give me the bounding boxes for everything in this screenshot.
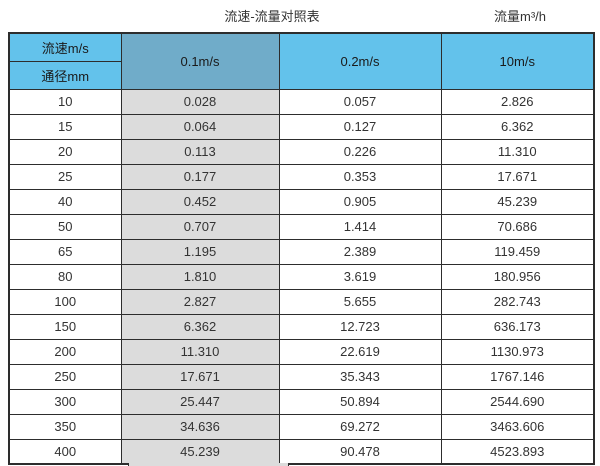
flow-value-cell: 282.743	[440, 288, 595, 315]
table-row: 65 1.195 2.389 119.459	[8, 238, 595, 265]
flow-value-cell: 17.671	[440, 163, 595, 190]
table-row: 15 0.064 0.127 6.362	[8, 113, 595, 140]
table-row: 400 45.239 90.478 4523.893	[8, 438, 595, 465]
diameter-cell: 40	[8, 188, 122, 215]
flow-value-cell: 4523.893	[440, 438, 595, 465]
table-row: 10 0.028 0.057 2.826	[8, 88, 595, 115]
flow-value-cell: 1.414	[278, 213, 442, 240]
flow-value-cell: 0.353	[278, 163, 442, 190]
flow-value-cell: 35.343	[278, 363, 442, 390]
flow-value-cell: 2544.690	[440, 388, 595, 415]
flow-value-cell: 180.956	[440, 263, 595, 290]
diameter-cell: 25	[8, 163, 122, 190]
table-row: 25 0.177 0.353 17.671	[8, 163, 595, 190]
table-row: 50 0.707 1.414 70.686	[8, 213, 595, 240]
flow-value-cell: 3463.606	[440, 413, 595, 440]
diameter-cell: 250	[8, 363, 122, 390]
flow-value-cell: 2.826	[440, 88, 595, 115]
diameter-cell: 400	[8, 438, 122, 465]
table-row: 150 6.362 12.723 636.173	[8, 313, 595, 340]
diameter-cell: 300	[8, 388, 122, 415]
header-col-0-2ms: 0.2m/s	[278, 32, 442, 90]
diameter-cell: 150	[8, 313, 122, 340]
flow-value-cell: 0.452	[120, 188, 280, 215]
flow-value-cell: 6.362	[120, 313, 280, 340]
flow-value-cell: 1767.146	[440, 363, 595, 390]
flow-value-cell: 12.723	[278, 313, 442, 340]
flow-value-cell: 90.478	[278, 438, 442, 465]
flow-value-cell: 11.310	[440, 138, 595, 165]
flow-unit-label: 流量m³/h	[493, 9, 547, 24]
table-row: 100 2.827 5.655 282.743	[8, 288, 595, 315]
flow-value-cell: 25.447	[120, 388, 280, 415]
header-row-bottom: 通径mm	[8, 60, 594, 90]
flow-value-cell: 45.239	[440, 188, 595, 215]
flow-value-cell: 5.655	[278, 288, 442, 315]
table-row: 250 17.671 35.343 1767.146	[8, 363, 595, 390]
flow-value-cell: 22.619	[278, 338, 442, 365]
flow-value-cell: 0.177	[120, 163, 280, 190]
corner-diameter-label: 通径mm	[8, 60, 122, 90]
flow-value-cell: 6.362	[440, 113, 595, 140]
flow-value-cell: 0.127	[278, 113, 442, 140]
flow-value-cell: 636.173	[440, 313, 595, 340]
flow-value-cell: 2.389	[278, 238, 442, 265]
table-title: 流速-流量对照表	[224, 9, 320, 24]
flow-value-cell: 34.636	[120, 413, 280, 440]
diameter-cell: 50	[8, 213, 122, 240]
flow-value-cell: 2.827	[120, 288, 280, 315]
diameter-cell: 65	[8, 238, 122, 265]
flow-value-cell: 1130.973	[440, 338, 595, 365]
flow-value-cell: 0.064	[120, 113, 280, 140]
flow-value-cell: 3.619	[278, 263, 442, 290]
flow-value-cell: 11.310	[120, 338, 280, 365]
table-row: 80 1.810 3.619 180.956	[8, 263, 595, 290]
header-row-top: 流速m/s 0.1m/s 0.2m/s 10m/s	[8, 32, 595, 90]
flow-conversion-table: 流速m/s 0.1m/s 0.2m/s 10m/s 通径mm 10 0.028 0.…	[8, 32, 595, 465]
flow-value-cell: 17.671	[120, 363, 280, 390]
flow-value-cell: 70.686	[440, 213, 595, 240]
corner-velocity-label: 流速m/s	[8, 32, 122, 62]
diameter-cell: 200	[8, 338, 122, 365]
table-row: 20 0.113 0.226 11.310	[8, 138, 595, 165]
flow-value-cell: 0.057	[278, 88, 442, 115]
flow-value-cell: 69.272	[278, 413, 442, 440]
diameter-cell: 20	[8, 138, 122, 165]
highlight-column-overhang	[128, 463, 289, 466]
table-row: 40 0.452 0.905 45.239	[8, 188, 595, 215]
flow-value-cell: 45.239	[120, 438, 280, 465]
diameter-cell: 80	[8, 263, 122, 290]
header-col-10ms: 10m/s	[440, 32, 595, 90]
flow-value-cell: 0.226	[278, 138, 442, 165]
header-col-0-1ms: 0.1m/s	[120, 32, 280, 90]
table-body: 10 0.028 0.057 2.826 15 0.064 0.127 6.362 20 0.11…	[8, 88, 595, 465]
flow-value-cell: 0.113	[120, 138, 280, 165]
flow-value-cell: 1.810	[120, 263, 280, 290]
diameter-cell: 350	[8, 413, 122, 440]
diameter-cell: 10	[8, 88, 122, 115]
caption-row: 流速-流量对照表 流量m³/h	[0, 0, 600, 32]
flow-value-cell: 0.905	[278, 188, 442, 215]
table-row: 350 34.636 69.272 3463.606	[8, 413, 595, 440]
table-row: 200 11.310 22.619 1130.973	[8, 338, 595, 365]
flow-value-cell: 0.028	[120, 88, 280, 115]
flow-value-cell: 1.195	[120, 238, 280, 265]
diameter-cell: 15	[8, 113, 122, 140]
flow-value-cell: 50.894	[278, 388, 442, 415]
flow-value-cell: 119.459	[440, 238, 595, 265]
flow-value-cell: 0.707	[120, 213, 280, 240]
diameter-cell: 100	[8, 288, 122, 315]
table-row: 300 25.447 50.894 2544.690	[8, 388, 595, 415]
